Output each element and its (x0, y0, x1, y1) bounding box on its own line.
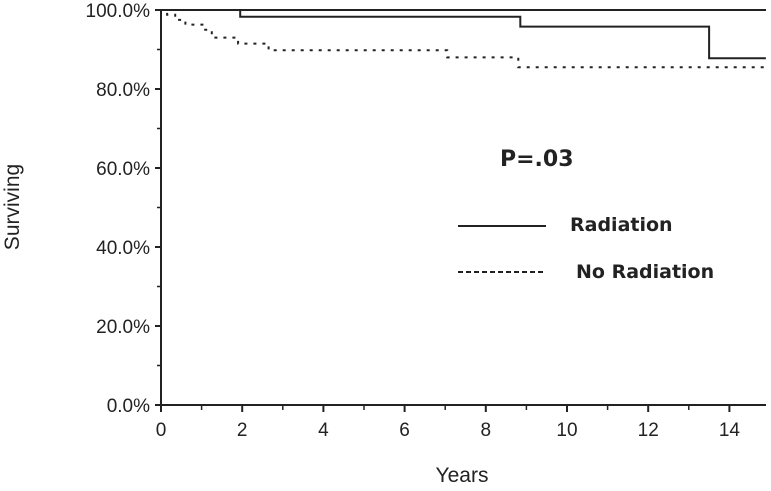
y-tick-label: 80.0% (96, 80, 150, 101)
series-layer (161, 9, 766, 69)
legend-label-radiation: Radiation (570, 214, 673, 236)
y-tick-label: 20.0% (96, 317, 150, 338)
x-tick-label: 6 (399, 420, 410, 441)
x-tick-label: 12 (638, 420, 659, 441)
x-tick-label: 2 (237, 420, 248, 441)
plot-area (160, 9, 766, 406)
x-tick-label: 10 (556, 420, 577, 441)
p-value-annotation: P=.03 (500, 147, 574, 172)
series-line-no-radiation (161, 9, 766, 69)
x-axis-title: Years (436, 464, 489, 487)
series-line-radiation (161, 9, 766, 60)
y-tick-label: 40.0% (96, 238, 150, 259)
legend-label-no-radiation: No Radiation (576, 261, 714, 283)
x-tick-label: 0 (156, 420, 167, 441)
x-tick-label: 8 (481, 420, 492, 441)
y-axis-title: Surviving (1, 164, 24, 250)
x-axis: 0 2 4 6 8 10 12 14 (156, 405, 741, 441)
x-tick-label: 14 (719, 420, 741, 441)
x-tick-label: 4 (318, 420, 329, 441)
y-tick-label: 100.0% (86, 1, 151, 22)
y-tick-label: 0.0% (107, 396, 150, 417)
y-axis: 0.0% 20.0% 40.0% 60.0% 80.0% 100.0% (86, 1, 161, 417)
legend: Radiation No Radiation (458, 214, 714, 283)
y-tick-label: 60.0% (96, 159, 150, 180)
